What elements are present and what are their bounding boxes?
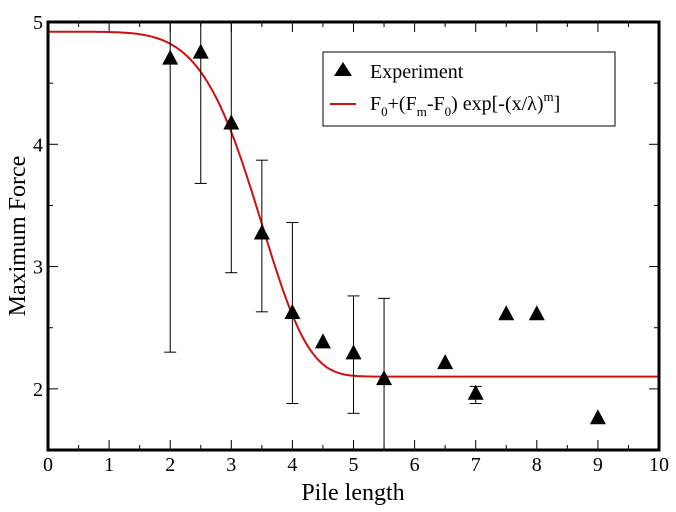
- legend: Experiment F0+(Fm-F0) exp[-(x/λ)m]: [322, 51, 616, 127]
- y-tick-label: 2: [33, 379, 43, 401]
- y-tick-label: 5: [33, 12, 43, 34]
- legend-triangle-marker: [334, 62, 352, 76]
- data-point-triangle: [467, 384, 484, 400]
- x-tick-label: 8: [532, 454, 542, 476]
- data-point-triangle: [376, 370, 393, 386]
- x-tick-label: 9: [593, 454, 603, 476]
- x-tick-label: 5: [349, 454, 359, 476]
- data-point-triangle: [284, 304, 301, 320]
- x-tick-label: 0: [43, 454, 53, 476]
- data-point-triangle: [498, 305, 515, 321]
- data-point-triangle: [223, 114, 240, 130]
- legend-box: [322, 51, 616, 127]
- data-point-triangle: [253, 224, 270, 240]
- legend-label-fit: F0+(Fm-F0) exp[-(x/λ)m]: [370, 89, 560, 119]
- x-tick-label: 7: [471, 454, 481, 476]
- plot-content: [48, 22, 659, 450]
- y-tick-label: 3: [33, 257, 43, 279]
- legend-label-experiment: Experiment: [370, 61, 464, 83]
- data-layer: [48, 22, 659, 450]
- y-axis-label: Maximum Force: [5, 156, 31, 317]
- data-point-triangle: [192, 43, 209, 59]
- x-tick-label: 3: [226, 454, 236, 476]
- data-point-triangle: [345, 344, 362, 360]
- x-axis-label: Pile length: [301, 480, 404, 506]
- plot-frame: [46, 20, 661, 452]
- x-tick-label: 4: [287, 454, 297, 476]
- x-tick-label: 1: [104, 454, 114, 476]
- data-point-triangle: [437, 354, 454, 370]
- data-point-triangle: [162, 49, 179, 65]
- data-point-triangle: [528, 305, 545, 321]
- y-tick-label: 4: [33, 134, 43, 156]
- x-tick-label: 6: [410, 454, 420, 476]
- data-point-triangle: [314, 333, 331, 349]
- x-tick-label: 2: [165, 454, 175, 476]
- data-point-triangle: [589, 409, 606, 425]
- x-tick-label: 10: [649, 454, 669, 476]
